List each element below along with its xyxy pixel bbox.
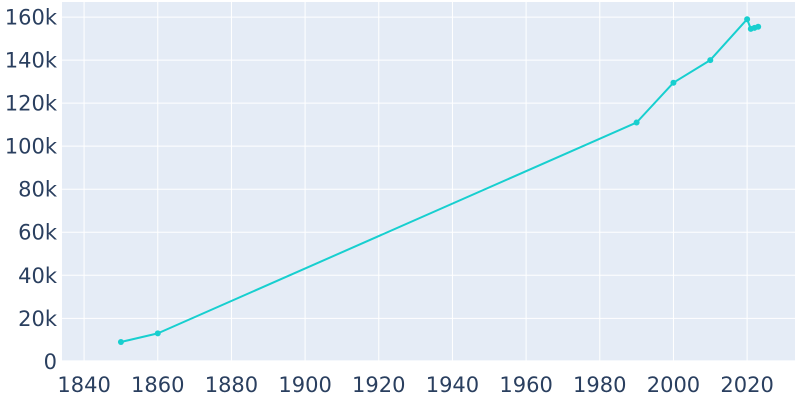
- x-tick-label: 1880: [205, 373, 258, 397]
- y-gridlines: [62, 16, 795, 363]
- y-tick-label: 80k: [18, 178, 58, 202]
- x-tick-label: 2000: [647, 373, 700, 397]
- x-gridlines: [83, 2, 748, 362]
- y-axis-tick-labels: 0 20k 40k 60k 80k 100k 120k 140k 160k: [5, 6, 58, 374]
- data-point[interactable]: [633, 119, 640, 126]
- y-tick-label: 20k: [18, 307, 58, 331]
- x-tick-label: 1940: [426, 373, 479, 397]
- x-tick-label: 1840: [57, 373, 110, 397]
- x-tick-label: 1980: [573, 373, 626, 397]
- x-tick-label: 1960: [499, 373, 552, 397]
- y-tick-label: 0: [44, 350, 57, 374]
- x-axis-tick-labels: 1840 1860 1880 1900 1920 1940 1960 1980 2000 2020: [57, 373, 773, 397]
- data-point[interactable]: [117, 338, 124, 345]
- y-tick-label: 140k: [5, 49, 58, 73]
- x-tick-label: 1920: [352, 373, 405, 397]
- x-tick-label: 1900: [278, 373, 331, 397]
- x-tick-label: 1860: [131, 373, 184, 397]
- data-point[interactable]: [154, 330, 161, 337]
- data-point[interactable]: [670, 79, 677, 86]
- y-tick-label: 120k: [5, 92, 58, 116]
- y-tick-label: 40k: [18, 264, 58, 288]
- y-tick-label: 100k: [5, 135, 58, 159]
- data-point[interactable]: [707, 57, 714, 64]
- series-layer: [117, 16, 762, 345]
- plot-background: [62, 2, 795, 362]
- y-tick-label: 60k: [18, 221, 58, 245]
- y-tick-label: 160k: [5, 6, 58, 30]
- data-point[interactable]: [755, 23, 762, 30]
- data-point[interactable]: [744, 16, 751, 23]
- x-tick-label: 2020: [720, 373, 773, 397]
